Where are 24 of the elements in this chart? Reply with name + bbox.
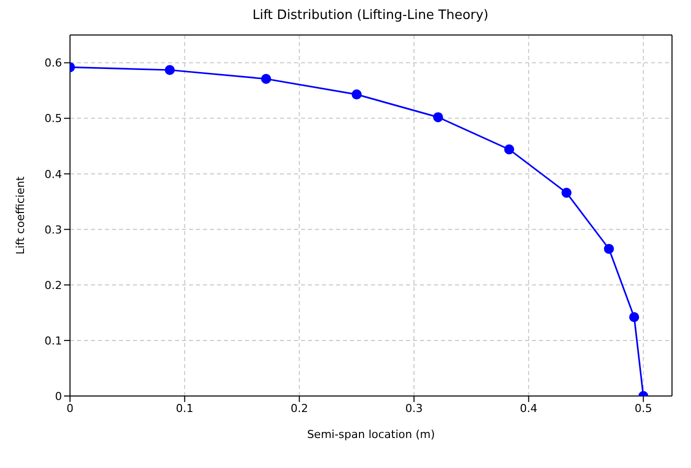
point — [164, 64, 175, 75]
y-tick-label: 0.6 — [44, 56, 62, 70]
y-tick-label: 0.4 — [44, 168, 62, 181]
y-tick-label: 0.5 — [44, 112, 62, 126]
x-tick-label: 0 — [66, 402, 74, 415]
x-tick-label: 0.5 — [634, 402, 652, 415]
point — [261, 74, 272, 84]
y-tick-label: 0.2 — [44, 278, 62, 292]
chart-title: Lift Distribution (Lifting-Line Theory) — [251, 8, 490, 25]
x-tick-label: 0.2 — [290, 402, 308, 415]
x-tick-label: 0.3 — [405, 402, 423, 415]
y-tick-label: 0.1 — [44, 334, 62, 348]
point — [504, 144, 514, 154]
x-tick-label: 0.4 — [520, 402, 538, 415]
point — [352, 89, 362, 100]
x-axis-title: Semi-span location (m) — [307, 428, 435, 441]
y-tick-label: 0.3 — [44, 223, 62, 236]
x-tick-label: 0.1 — [176, 402, 194, 415]
point — [562, 188, 572, 198]
y-axis-title: Lift coefficient — [14, 176, 27, 255]
point — [604, 244, 614, 254]
point — [629, 312, 640, 322]
point — [433, 112, 444, 122]
y-tick-label: 0 — [55, 390, 62, 403]
